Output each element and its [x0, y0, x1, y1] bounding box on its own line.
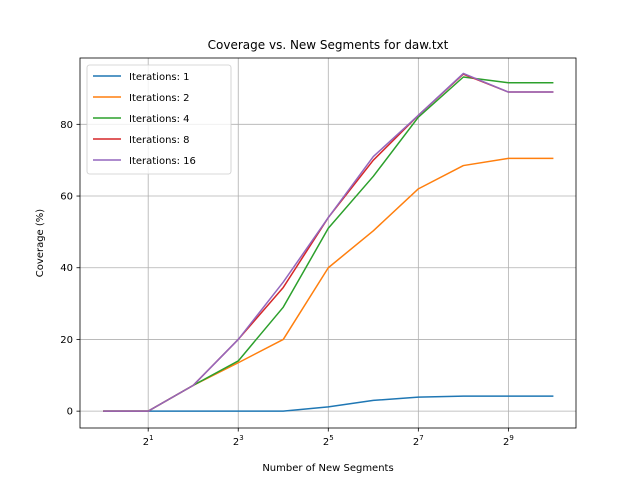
y-tick-label: 20: [60, 335, 73, 346]
series-line-5: [103, 72, 554, 412]
x-tick-label: 23: [233, 434, 244, 448]
legend-label: Iterations: 1: [129, 72, 190, 83]
series-layer: [103, 72, 554, 412]
x-tick-label: 21: [143, 434, 154, 448]
y-tick-label: 80: [60, 120, 73, 131]
x-axis-label: Number of New Segments: [262, 463, 393, 474]
x-tick-label: 25: [323, 434, 334, 448]
x-tick-label: 29: [503, 434, 514, 448]
x-axis-ticks: 21 23 25 27 29: [143, 428, 514, 448]
y-tick-label: 0: [67, 407, 73, 418]
y-axis-label: Coverage (%): [35, 209, 46, 277]
y-tick-label: 40: [60, 263, 73, 274]
legend: Iterations: 1 Iterations: 2 Iterations: 4 I…: [86, 64, 232, 175]
legend-label: Iterations: 2: [129, 93, 190, 104]
x-tick-label: 27: [413, 434, 424, 448]
legend-label: Iterations: 16: [129, 156, 196, 167]
y-axis-ticks: 0 20 40 60 80: [60, 120, 80, 418]
legend-box: [86, 64, 232, 175]
chart-title: Coverage vs. New Segments for daw.txt: [208, 38, 449, 52]
y-tick-label: 60: [60, 192, 73, 203]
legend-label: Iterations: 8: [129, 135, 190, 146]
legend-label: Iterations: 4: [129, 114, 190, 125]
series-line-1: [103, 395, 554, 412]
